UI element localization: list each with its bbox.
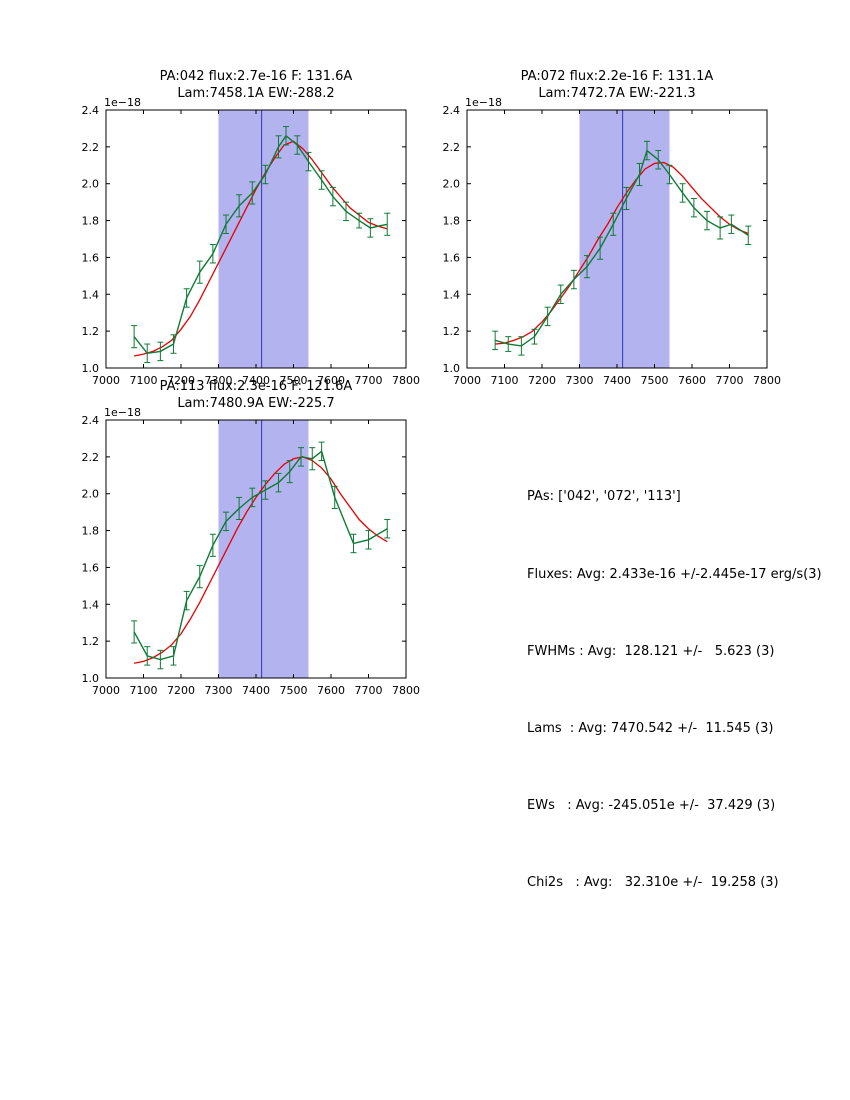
stats-line-lams: Lams : Avg: 7470.542 +/- 11.545 (3)	[527, 720, 774, 736]
x-tick-label: 7200	[167, 374, 195, 387]
plot2-title-line1: PA:072 flux:2.2e-16 F: 131.1A	[520, 69, 714, 84]
data-line	[133, 450, 388, 661]
x-tick-label: 7000	[92, 374, 120, 387]
x-tick-label: 7600	[317, 684, 345, 697]
y-tick-label: 2.0	[82, 178, 100, 191]
y-tick-label: 1.6	[443, 251, 461, 264]
y-tick-label: 1.2	[443, 325, 461, 338]
plot3-title-line2: Lam:7480.9A EW:-225.7	[177, 396, 335, 411]
x-tick-label: 7800	[392, 684, 420, 697]
fit-line	[495, 161, 749, 345]
y-tick-label: 1.0	[82, 672, 100, 685]
x-tick-label: 7700	[716, 374, 744, 387]
y-tick-label: 1.8	[82, 215, 100, 228]
x-tick-label: 7500	[280, 684, 308, 697]
x-tick-label: 7300	[205, 684, 233, 697]
y-tick-label: 2.4	[443, 104, 461, 117]
x-tick-label: 7500	[280, 374, 308, 387]
stats-line-pas: PAs: ['042', '072', '113']	[527, 489, 681, 505]
x-tick-label: 7700	[355, 374, 383, 387]
y-tick-label: 2.0	[82, 488, 100, 501]
stats-line-fluxes: Fluxes: Avg: 2.433e-16 +/-2.445e-17 erg/…	[527, 566, 822, 582]
x-tick-label: 7100	[130, 374, 158, 387]
x-tick-label: 7000	[92, 684, 120, 697]
plot1-axes: 7000 7100 7200 7300 7400 7500 7600 7700 7800 1.0 1…	[82, 104, 421, 387]
y-tick-label: 1.0	[82, 362, 100, 375]
y-tick-label: 2.4	[82, 104, 100, 117]
x-tick-label: 7600	[317, 374, 345, 387]
plot1-y-offset-label: 1e−18	[104, 96, 141, 109]
x-tick-label: 7700	[355, 684, 383, 697]
y-tick-label: 1.8	[443, 215, 461, 228]
x-tick-label: 7300	[205, 374, 233, 387]
y-tick-label: 1.4	[443, 288, 461, 301]
y-tick-label: 1.4	[82, 288, 100, 301]
y-tick-label: 1.6	[82, 251, 100, 264]
x-tick-label: 7300	[566, 374, 594, 387]
x-tick-label: 7400	[242, 684, 270, 697]
plot3-axes: 7000 7100 7200 7300 7400 7500 7600 7700 7800 1.0 1…	[82, 414, 421, 697]
y-tick-label: 1.2	[82, 325, 100, 338]
plot3-y-offset-label: 1e−18	[104, 406, 141, 419]
y-tick-label: 2.2	[443, 141, 461, 154]
y-tick-label: 1.0	[443, 362, 461, 375]
stats-line-ews: EWs : Avg: -245.051e +/- 37.429 (3)	[527, 797, 776, 813]
data-line	[133, 134, 388, 355]
plot1-title-line1: PA:042 flux:2.7e-16 F: 131.6A	[159, 69, 353, 84]
highlight-span	[218, 110, 309, 368]
y-tick-label: 2.4	[82, 414, 100, 427]
x-tick-label: 7200	[528, 374, 556, 387]
x-tick-label: 7500	[641, 374, 669, 387]
x-tick-label: 7100	[491, 374, 519, 387]
data-line	[494, 149, 749, 347]
highlight-span	[218, 420, 309, 678]
x-tick-label: 7800	[753, 374, 781, 387]
x-tick-label: 7400	[603, 374, 631, 387]
y-tick-label: 1.4	[82, 598, 100, 611]
y-tick-label: 2.2	[82, 451, 100, 464]
y-tick-label: 2.2	[82, 141, 100, 154]
stats-line-chi2s: Chi2s : Avg: 32.310e +/- 19.258 (3)	[527, 874, 779, 890]
stats-panel: PAs: ['042', '072', '113'] Fluxes: Avg: …	[527, 433, 822, 947]
stats-line-fwhms: FWHMs : Avg: 128.121 +/- 5.623 (3)	[527, 643, 775, 659]
highlight-span	[579, 110, 670, 368]
plot2-y-offset-label: 1e−18	[465, 96, 502, 109]
y-tick-label: 1.8	[82, 525, 100, 538]
x-tick-label: 7400	[242, 374, 270, 387]
y-tick-label: 1.2	[82, 635, 100, 648]
plot3-title-line1: PA:113 flux:2.3e-16 F: 121.6A	[159, 379, 353, 394]
plot2-title-line2: Lam:7472.7A EW:-221.3	[538, 86, 696, 101]
plot1-pa042: 7000 7100 7200 7300 7400 7500 7600 7700 7800 1.0 1…	[60, 98, 424, 396]
x-tick-label: 7100	[130, 684, 158, 697]
x-tick-label: 7000	[453, 374, 481, 387]
plot2-pa072: 7000 7100 7200 7300 7400 7500 7600 7700 7800 1.0 1…	[421, 98, 785, 396]
x-tick-label: 7600	[678, 374, 706, 387]
y-tick-label: 2.0	[443, 178, 461, 191]
x-tick-label: 7200	[167, 684, 195, 697]
plot2-axes: 7000 7100 7200 7300 7400 7500 7600 7700 7800 1.0 1…	[443, 104, 782, 387]
fit-line	[133, 456, 388, 664]
x-tick-label: 7800	[392, 374, 420, 387]
plot1-title-line2: Lam:7458.1A EW:-288.2	[177, 86, 335, 101]
plot3-pa113: 7000 7100 7200 7300 7400 7500 7600 7700 7800 1.0 1…	[60, 408, 424, 706]
y-tick-label: 1.6	[82, 561, 100, 574]
